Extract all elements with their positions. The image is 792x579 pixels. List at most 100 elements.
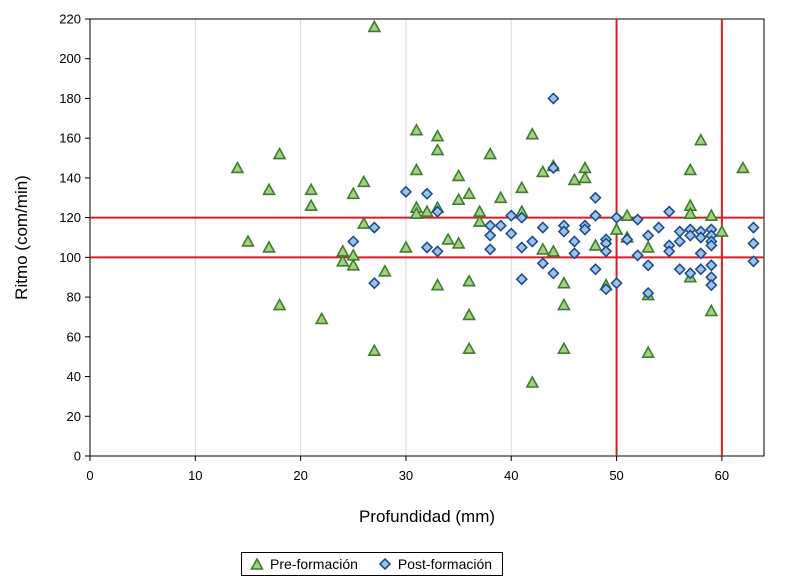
pre-formacion-point	[514, 180, 529, 194]
pre-formacion-point	[451, 168, 466, 182]
pre-formacion-point	[304, 198, 319, 212]
pre-formacion-point	[609, 222, 624, 235]
x-tick-label: 10	[188, 468, 202, 483]
pre-formacion-point	[462, 274, 476, 287]
pre-formacion-point	[356, 216, 371, 229]
pre-formacion-point	[535, 242, 550, 255]
y-tick-label: 100	[59, 250, 81, 265]
post-formacion-point	[515, 211, 528, 224]
post-formacion-point	[484, 219, 497, 232]
x-tick-label: 0	[86, 468, 93, 483]
post-formacion-point	[673, 235, 686, 248]
y-tick-label: 140	[59, 170, 81, 185]
axis-ticks: 0 20 40 60 80 100 120 140 160 180 200 220 0 10 20 30 40 5…	[59, 12, 729, 484]
post-formacion-point	[684, 267, 697, 280]
post-formacion-point	[431, 245, 444, 258]
pre-formacion-point	[272, 297, 287, 311]
y-tick-label: 80	[67, 290, 81, 305]
pre-formacion-point	[472, 214, 487, 227]
pre-formacion-point	[335, 254, 350, 267]
post-formacion-point	[347, 235, 360, 248]
post-formacion-point	[536, 257, 549, 270]
post-formacion-point	[673, 263, 686, 276]
post-formacion-point	[589, 191, 602, 204]
pre-formacion-point	[230, 160, 245, 174]
pre-formacion-point	[704, 303, 719, 317]
triangle-icon	[250, 557, 264, 570]
pre-formacion-point	[704, 208, 719, 221]
post-formacion-point	[494, 219, 507, 232]
post-formacion-point	[526, 235, 539, 248]
pre-formacion-point	[430, 278, 445, 291]
pre-formacion-point	[367, 343, 382, 357]
post-formacion-point	[694, 231, 707, 244]
pre-formacion-point	[483, 146, 498, 160]
pre-formacion-point	[304, 182, 319, 196]
y-tick-label: 160	[59, 131, 81, 146]
x-tick-label: 60	[715, 468, 729, 483]
pre-formacion-point	[314, 311, 329, 325]
post-formacion-point	[642, 229, 655, 242]
post-formacion-point	[368, 277, 381, 290]
pre-formacion-point	[641, 345, 656, 359]
legend: Pre-formación Post-formación	[241, 552, 504, 576]
pre-formacion-point	[588, 238, 603, 251]
legend-item-post: Post-formación	[378, 556, 492, 572]
post-formacion-point	[505, 227, 518, 240]
pre-formacion-point	[409, 162, 424, 176]
post-formacion-point	[642, 286, 655, 300]
legend-label-pre: Pre-formación	[270, 556, 358, 572]
y-tick-label: 40	[67, 369, 81, 384]
legend-item-pre: Pre-formación	[250, 556, 358, 572]
pre-formacion-point	[525, 127, 540, 140]
pre-formacion-point	[736, 160, 750, 174]
pre-formacion-point	[420, 204, 434, 217]
post-formacion-point	[484, 243, 497, 256]
pre-formacion-point	[462, 186, 476, 200]
diamond-icon	[378, 557, 392, 571]
post-formacion-point	[599, 245, 613, 258]
x-tick-label: 50	[609, 468, 623, 483]
pre-formacion-point	[430, 142, 445, 156]
post-formacion-point	[631, 249, 644, 262]
y-tick-label: 180	[59, 91, 81, 106]
pre-formacion-point	[641, 240, 656, 253]
post-formacion-point	[484, 229, 497, 242]
pre-formacion-point	[683, 206, 698, 219]
post-formacion-point	[642, 259, 655, 272]
pre-formacion-point	[525, 375, 540, 388]
pre-formacion-point	[715, 224, 729, 237]
reference-lines	[90, 19, 764, 456]
post-formacion-point	[684, 229, 697, 242]
pre-formacion-point	[620, 208, 634, 221]
pre-formacion-point	[409, 206, 424, 219]
pre-formacion-point	[262, 182, 276, 196]
pre-formacion-point	[441, 232, 455, 245]
post-formacion-point	[705, 239, 718, 252]
post-formacion-point	[505, 209, 518, 222]
post-formacion-point	[705, 279, 718, 292]
y-tick-label: 0	[74, 449, 81, 464]
post-formacion-point	[515, 273, 528, 286]
y-tick-label: 120	[59, 210, 81, 225]
y-tick-label: 20	[67, 409, 81, 424]
post-formacion-point	[589, 209, 602, 222]
pre-formacion-point	[546, 244, 561, 257]
post-formacion-point	[599, 283, 613, 296]
post-formacion-point	[631, 213, 644, 226]
scatter-chart: 0 20 40 60 80 100 120 140 160 180 200 220 0 10 20 30 40 5…	[12, 12, 765, 526]
post-formacion-point	[673, 225, 686, 238]
pre-formacion-point	[409, 123, 424, 136]
plot-area	[89, 18, 765, 457]
pre-formacion-point	[262, 240, 276, 253]
post-formacion-point	[578, 223, 592, 236]
y-axis-title: Ritmo (com/min)	[12, 175, 31, 300]
post-formacion-point	[568, 247, 581, 260]
pre-formacion-point	[430, 129, 445, 142]
pre-formacion-point	[683, 162, 698, 176]
pre-formacion-point	[272, 146, 287, 160]
post-formacion-point	[652, 221, 665, 234]
post-formacion-point	[694, 247, 707, 260]
pre-formacion-point	[346, 186, 361, 200]
post-formacion-point	[536, 221, 549, 234]
